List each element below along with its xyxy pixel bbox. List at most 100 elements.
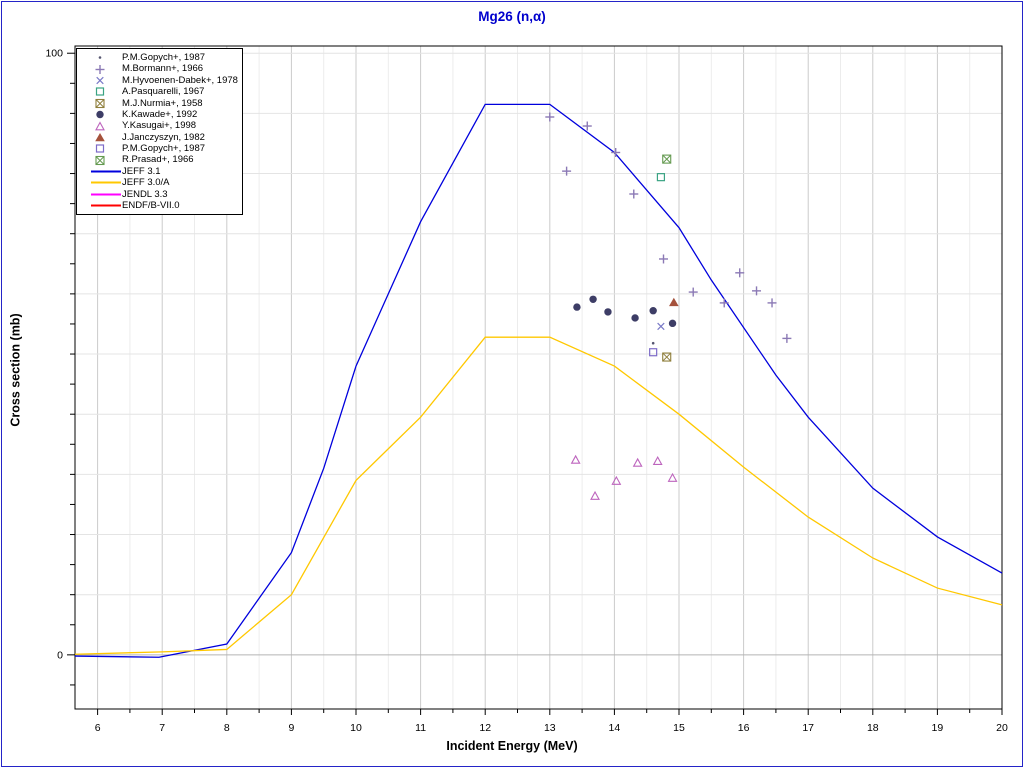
legend-entry-jeff30a: JEFF 3.0/A bbox=[90, 177, 242, 188]
kasugai-point bbox=[667, 472, 678, 482]
legend-entry-label: A.Pasquarelli, 1967 bbox=[122, 86, 205, 98]
y-axis-label: Cross section (mb) bbox=[2, 0, 30, 740]
legend-entry-label: K.Kawade+, 1992 bbox=[122, 108, 198, 120]
legend-entry-gopych-dot: P.M.Gopych+, 1987 bbox=[90, 52, 242, 63]
kawade-point bbox=[589, 295, 597, 303]
x-tick-label: 15 bbox=[673, 722, 685, 734]
gopych-square-legend-marker bbox=[95, 144, 105, 153]
legend-entry-label: JEFF 3.1 bbox=[122, 165, 161, 177]
x-tick-label: 7 bbox=[159, 722, 165, 734]
x-tick-label: 20 bbox=[996, 722, 1008, 734]
legend-entry-janczyszyn: J.Janczyszyn, 1982 bbox=[90, 132, 242, 143]
kawade-point bbox=[631, 314, 639, 322]
kasugai-point bbox=[590, 490, 600, 500]
x-tick-label: 16 bbox=[738, 722, 750, 734]
y-tick-label: 0 bbox=[57, 649, 63, 661]
prasad-legend-marker bbox=[95, 155, 105, 165]
x-tick-label: 6 bbox=[95, 722, 101, 734]
prasad-point bbox=[662, 154, 672, 164]
gopych-dot-legend-marker bbox=[98, 56, 102, 59]
kawade-point bbox=[573, 303, 581, 311]
x-tick-label: 10 bbox=[350, 722, 362, 734]
x-tick-label: 11 bbox=[415, 722, 426, 734]
gopych-dot-marker-icon bbox=[98, 56, 102, 59]
y-axis-label-text: Cross section (mb) bbox=[9, 313, 23, 427]
jendl33-line-icon bbox=[91, 193, 121, 196]
legend-entry-label: JEFF 3.0/A bbox=[122, 177, 170, 189]
kasugai-point bbox=[652, 455, 663, 465]
x-tick-label: 9 bbox=[288, 722, 294, 734]
nurmia-legend-marker bbox=[95, 98, 105, 108]
legend-entry-kasugai: Y.Kasugai+, 1998 bbox=[90, 120, 242, 131]
x-tick-label: 18 bbox=[867, 722, 879, 734]
x-tick-label: 13 bbox=[544, 722, 556, 734]
kasugai-marker-icon bbox=[95, 120, 105, 130]
legend-entry-nurmia: M.J.Nurmia+, 1958 bbox=[90, 98, 242, 109]
janczyszyn-legend-marker bbox=[95, 132, 105, 142]
legend-entry-label: M.J.Nurmia+, 1958 bbox=[122, 97, 203, 109]
kawade-point bbox=[604, 308, 612, 316]
legend-entry-kawade: K.Kawade+, 1992 bbox=[90, 109, 242, 120]
kawade-point bbox=[649, 307, 657, 315]
kawade-legend-marker bbox=[96, 110, 104, 119]
prasad-point bbox=[662, 154, 672, 164]
legend-entry-label: J.Janczyszyn, 1982 bbox=[122, 131, 205, 143]
x-tick-label: 12 bbox=[479, 722, 491, 734]
gopych-square-point bbox=[649, 348, 658, 357]
legend-entry-gopych-square: P.M.Gopych+, 1987 bbox=[90, 143, 242, 154]
kasugai-point bbox=[611, 475, 622, 485]
hyvoenen-legend-marker bbox=[96, 76, 104, 85]
gopych-dot-point bbox=[651, 341, 655, 345]
legend-entry-label: ENDF/B-VII.0 bbox=[122, 200, 180, 212]
plot-frame bbox=[74, 45, 1003, 710]
kawade-point bbox=[668, 319, 677, 328]
legend-entry-label: R.Prasad+, 1966 bbox=[122, 154, 194, 166]
legend-entry-label: P.M.Gopych+, 1987 bbox=[122, 51, 206, 63]
legend-entry-label: P.M.Gopych+, 1987 bbox=[122, 143, 206, 155]
pasquarelli-point bbox=[656, 173, 666, 182]
kasugai-point bbox=[632, 457, 643, 467]
bormann-marker-icon bbox=[95, 64, 105, 74]
pasquarelli-legend-marker bbox=[95, 87, 105, 96]
legend-entry-label: JENDL 3.3 bbox=[122, 188, 168, 200]
legend-entry-prasad: R.Prasad+, 1966 bbox=[90, 155, 242, 166]
chart-title: Mg26 (n,α) bbox=[478, 9, 546, 24]
x-axis-label: Incident Energy (MeV) bbox=[446, 739, 578, 753]
x-tick-label: 14 bbox=[609, 722, 621, 734]
janczyszyn-point bbox=[669, 297, 679, 307]
prasad-marker-icon bbox=[95, 155, 105, 165]
janczyszyn-marker-icon bbox=[95, 132, 105, 142]
legend-entry-pasquarelli: A.Pasquarelli, 1967 bbox=[90, 86, 242, 97]
gopych-square-marker-icon bbox=[95, 144, 105, 153]
jeff31-curve bbox=[74, 103, 1003, 658]
x-tick-label: 8 bbox=[224, 722, 230, 734]
jeff31-line-icon bbox=[91, 170, 121, 173]
nurmia-point bbox=[662, 352, 672, 362]
prasad-legend-marker bbox=[95, 155, 105, 165]
legend-entry-endfb70: ENDF/B-VII.0 bbox=[90, 200, 242, 211]
legend-entry-label: Y.Kasugai+, 1998 bbox=[122, 120, 197, 132]
y-tick-label: 100 bbox=[45, 48, 63, 60]
legend-entry-label: M.Bormann+, 1966 bbox=[122, 63, 204, 75]
jeff30a-line-icon bbox=[91, 181, 121, 184]
pasquarelli-marker-icon bbox=[95, 87, 105, 96]
x-tick-label: 19 bbox=[932, 722, 944, 734]
legend: P.M.Gopych+, 1987 M.Bormann+, 1966 M.Hyvoe… bbox=[76, 48, 243, 216]
legend-entry-bormann: M.Bormann+, 1966 bbox=[90, 63, 242, 74]
kasugai-legend-marker bbox=[95, 120, 105, 130]
nurmia-legend-marker bbox=[95, 98, 105, 108]
kasugai-point bbox=[570, 454, 581, 464]
nurmia-point bbox=[662, 352, 672, 362]
legend-entry-jendl33: JENDL 3.3 bbox=[90, 189, 242, 200]
legend-entry-hyvoenen: M.Hyvoenen-Dabek+, 1978 bbox=[90, 75, 242, 86]
jeff30a-curve bbox=[74, 336, 1003, 655]
kawade-marker-icon bbox=[96, 110, 104, 119]
endfb70-line-icon bbox=[91, 204, 121, 207]
hyvoenen-point bbox=[657, 322, 665, 331]
legend-entry-jeff31: JEFF 3.1 bbox=[90, 166, 242, 177]
legend-entry-label: M.Hyvoenen-Dabek+, 1978 bbox=[122, 74, 238, 86]
x-tick-label: 17 bbox=[802, 722, 814, 734]
nurmia-marker-icon bbox=[95, 98, 105, 108]
